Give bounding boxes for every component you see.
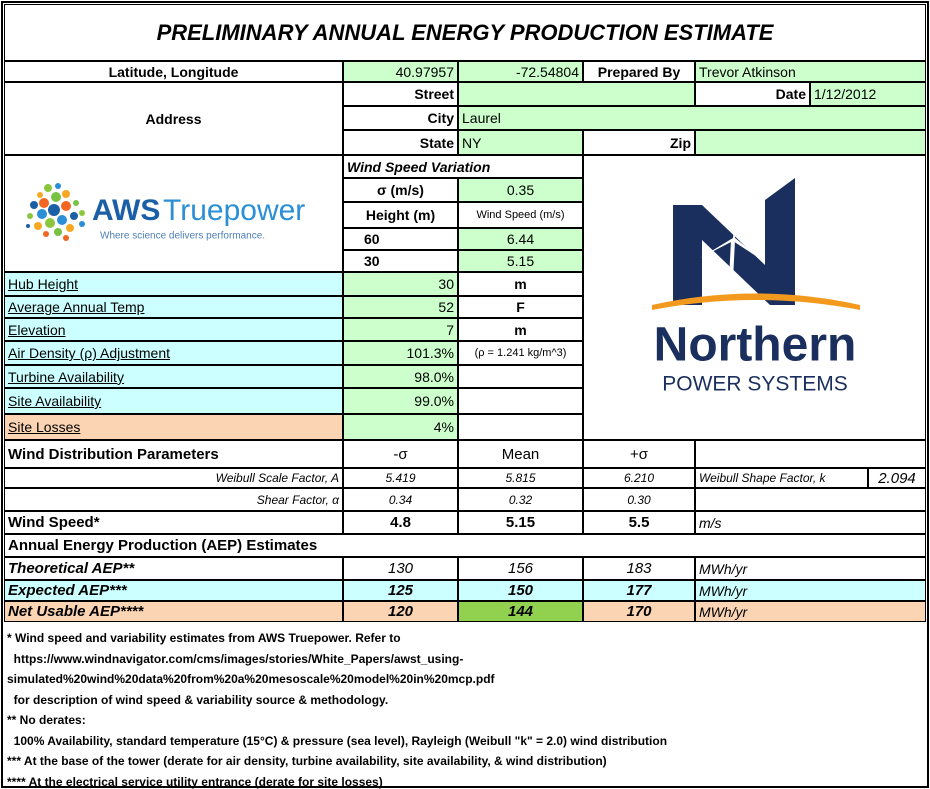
column-header: Mean — [458, 440, 583, 468]
value: 40.97957 — [343, 61, 458, 82]
empty — [695, 440, 926, 468]
footnote: * Wind speed and variability estimates f… — [7, 631, 401, 645]
label: Site Availability — [4, 388, 343, 414]
label: σ (m/s) — [343, 178, 458, 202]
value: 5.15 — [458, 250, 583, 272]
value: 52 — [343, 296, 458, 318]
height: 60 — [343, 228, 458, 250]
footnote: simulated%20wind%20data%20from%20a%20mes… — [7, 672, 495, 686]
value: 2.094 — [868, 468, 926, 488]
section-title: Wind Distribution Parameters — [4, 440, 343, 468]
value: 98.0% — [343, 365, 458, 388]
value: 1/12/2012 — [810, 82, 926, 106]
value: Laurel — [458, 106, 926, 130]
value: 5.5 — [583, 511, 695, 534]
value: 156 — [458, 557, 583, 580]
value: 130 — [343, 557, 458, 580]
value: 150 — [458, 580, 583, 601]
input-field — [458, 82, 695, 106]
footnote: https://www.windnavigator.com/cms/images… — [7, 651, 464, 666]
unit: m — [458, 272, 583, 296]
value: 5.419 — [343, 468, 458, 488]
unit: MWh/yr — [695, 557, 926, 580]
title: PRELIMINARY ANNUAL ENERGY PRODUCTION EST… — [4, 4, 926, 61]
label: Air Density (ρ) Adjustment — [4, 341, 343, 365]
label: Zip — [583, 130, 695, 155]
value: 5.15 — [458, 511, 583, 534]
label: Address — [4, 82, 343, 155]
value: 144 — [458, 601, 583, 622]
value: 101.3% — [343, 341, 458, 365]
label: Net Usable AEP**** — [4, 601, 343, 622]
value: 99.0% — [343, 388, 458, 414]
footnote: *** At the base of the tower (derate for… — [7, 754, 607, 768]
label: Hub Height — [4, 272, 343, 296]
value: 4% — [343, 414, 458, 440]
value: 4.8 — [343, 511, 458, 534]
label: Height (m) — [343, 202, 458, 228]
input-field — [695, 130, 926, 155]
label: Site Losses — [4, 414, 343, 440]
label: Weibull Scale Factor, A — [4, 468, 343, 488]
value: 183 — [583, 557, 695, 580]
value: NY — [458, 130, 583, 155]
logo-box — [583, 155, 926, 440]
label: Shear Factor, α — [4, 488, 343, 511]
unit: m — [458, 318, 583, 341]
label: Latitude, Longitude — [4, 61, 343, 82]
label: Wind Speed* — [4, 511, 343, 534]
label: Weibull Shape Factor, k — [695, 468, 868, 488]
height: 30 — [343, 250, 458, 272]
value: 170 — [583, 601, 695, 622]
empty — [458, 388, 583, 414]
footnote: ** No derates: — [7, 713, 86, 727]
value: 6.210 — [583, 468, 695, 488]
label: Expected AEP*** — [4, 580, 343, 601]
value: 7 — [343, 318, 458, 341]
label: City — [343, 106, 458, 130]
value: 6.44 — [458, 228, 583, 250]
label: Elevation — [4, 318, 343, 341]
value: 0.32 — [458, 488, 583, 511]
unit: MWh/yr — [695, 601, 926, 622]
section-title: Annual Energy Production (AEP) Estimates — [4, 534, 926, 557]
value: 30 — [343, 272, 458, 296]
label: Turbine Availability — [4, 365, 343, 388]
footnote: for description of wind speed & variabil… — [7, 692, 389, 707]
label: Street — [343, 82, 458, 106]
value: 125 — [343, 580, 458, 601]
empty — [695, 488, 926, 511]
empty — [458, 365, 583, 388]
label: Average Annual Temp — [4, 296, 343, 318]
label: Wind Speed (m/s) — [458, 202, 583, 228]
unit: F — [458, 296, 583, 318]
unit: MWh/yr — [695, 580, 926, 601]
label: State — [343, 130, 458, 155]
empty — [458, 414, 583, 440]
label: Theoretical AEP** — [4, 557, 343, 580]
label: Prepared By — [583, 61, 695, 82]
footnote: 100% Availability, standard temperature … — [7, 733, 668, 748]
value: 0.30 — [583, 488, 695, 511]
section-title: Wind Speed Variation — [343, 155, 583, 178]
value: Trevor Atkinson — [695, 61, 926, 82]
unit: m/s — [695, 511, 926, 534]
unit: (ρ = 1.241 kg/m^3) — [458, 341, 583, 365]
value: 0.35 — [458, 178, 583, 202]
label: Date — [695, 82, 810, 106]
logo-box — [4, 155, 343, 272]
value: 177 — [583, 580, 695, 601]
value: -72.54804 — [458, 61, 583, 82]
value: 5.815 — [458, 468, 583, 488]
value: 120 — [343, 601, 458, 622]
column-header: +σ — [583, 440, 695, 468]
column-header: -σ — [343, 440, 458, 468]
value: 0.34 — [343, 488, 458, 511]
footnote: **** At the electrical service utility e… — [7, 774, 383, 789]
